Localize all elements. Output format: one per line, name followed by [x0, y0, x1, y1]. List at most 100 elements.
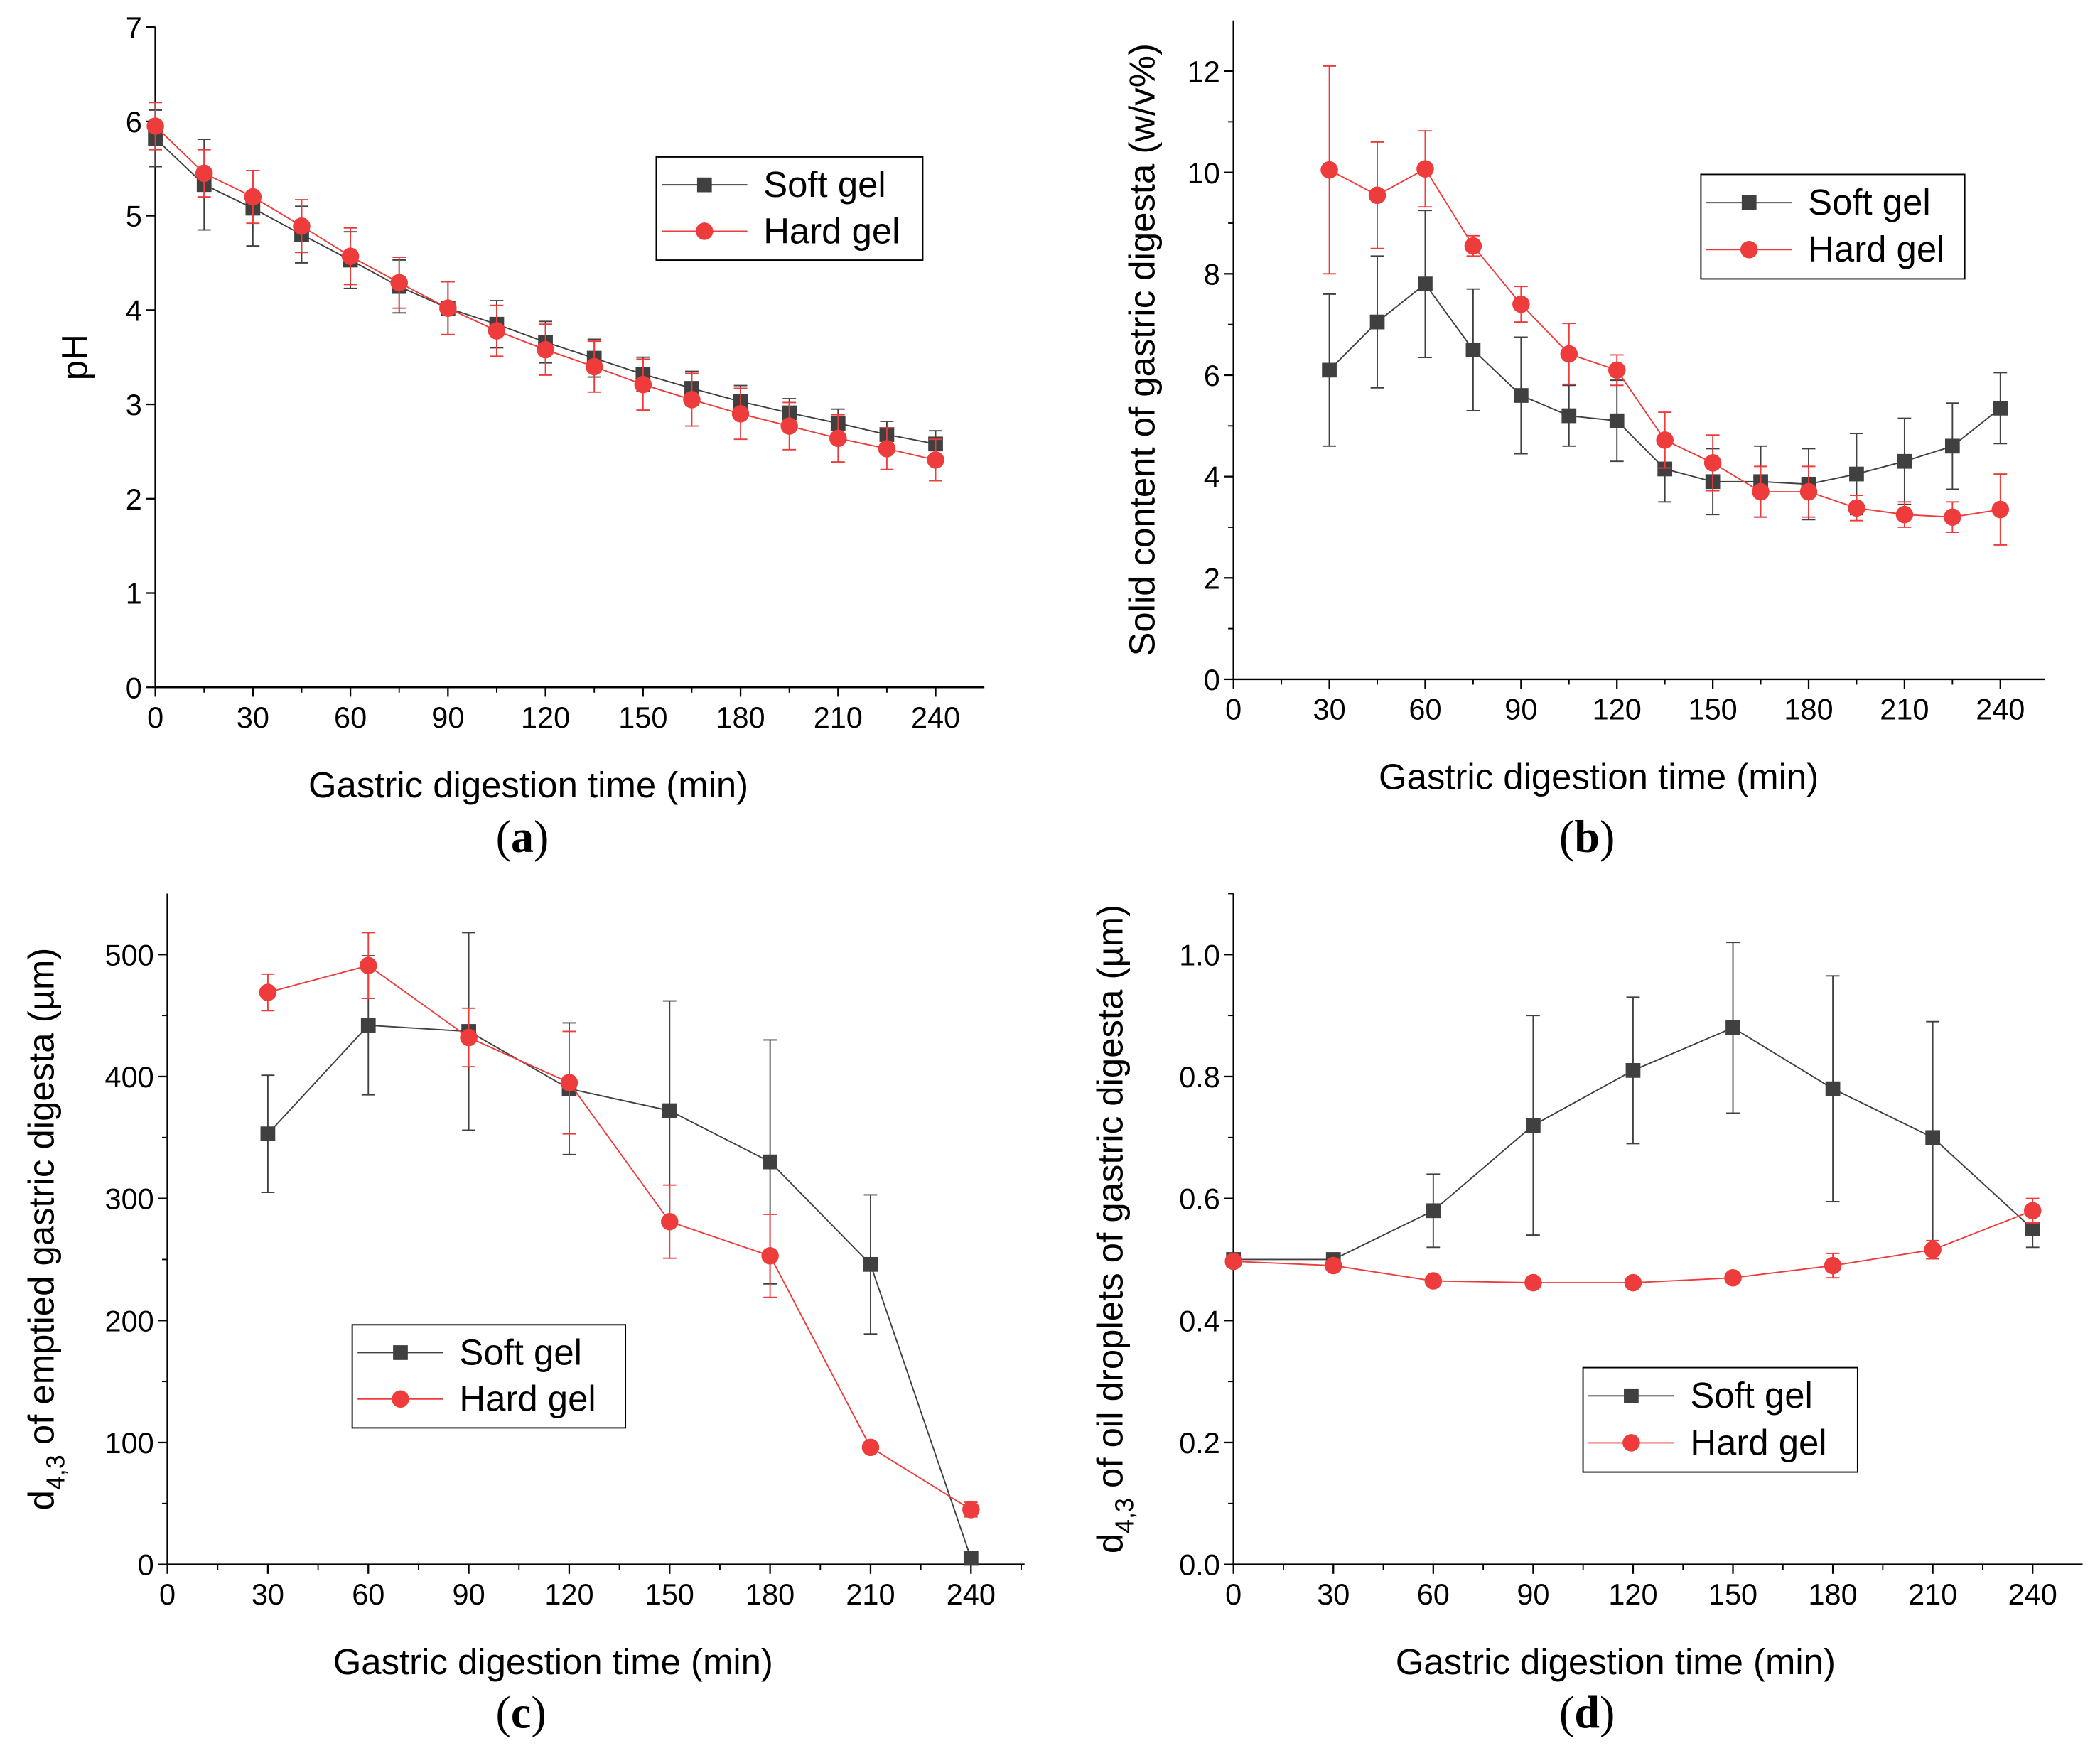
- legend-marker: [1622, 1434, 1640, 1452]
- data-point: [1724, 1268, 1742, 1287]
- x-axis-title: Gastric digestion time (min): [333, 1641, 773, 1682]
- panel-label-letter: d: [1574, 1688, 1600, 1738]
- y-tick-label: 0.2: [1179, 1426, 1220, 1460]
- data-point: [259, 983, 277, 1001]
- data-point: [1925, 1130, 1941, 1145]
- y-axis-title-rest: of emptied gastric digesta (µm): [21, 948, 61, 1455]
- panel-label-paren: (: [496, 812, 511, 862]
- y-tick-label: 0: [1204, 663, 1220, 696]
- data-point: [661, 1212, 679, 1231]
- data-point: [1464, 237, 1482, 255]
- data-point: [1895, 505, 1914, 524]
- data-point: [1656, 431, 1674, 449]
- panel-label-paren: ): [531, 1688, 546, 1738]
- x-tick-label: 120: [1593, 692, 1642, 726]
- panel-label-letter: b: [1574, 812, 1600, 862]
- x-axis-title: Gastric digestion time (min): [1379, 756, 1819, 797]
- panel-label-paren: ): [1600, 1688, 1615, 1738]
- series-hard-gel: [259, 932, 980, 1519]
- y-axis-title-main: Solid content of gastric digesta (w/v%): [1121, 43, 1162, 656]
- panel-label: (a): [496, 812, 549, 862]
- series-soft-gel: [1226, 942, 2040, 1267]
- x-tick-label: 30: [252, 1578, 284, 1611]
- chart-panel-c: 0 30 60 90 120 150 180 210 240 0 100 200 300 400 500 Ga…: [21, 893, 1025, 1738]
- data-point: [1825, 1081, 1841, 1096]
- y-axis-title: d4,3 of emptied gastric digesta (µm): [21, 948, 70, 1511]
- legend-label: Hard gel: [459, 1379, 596, 1419]
- legend-box: [1700, 173, 1966, 280]
- series-line: [267, 1024, 972, 1559]
- data-point: [731, 405, 750, 423]
- data-point: [1848, 499, 1865, 517]
- legend-marker: [1740, 241, 1758, 259]
- y-axis-title-main: d: [1089, 1533, 1130, 1553]
- panel-label-paren: (: [1559, 812, 1574, 862]
- y-axis-title-subscript: 4,3: [41, 1455, 70, 1490]
- y-tick-label: 200: [105, 1304, 154, 1337]
- data-point: [683, 391, 701, 409]
- data-point: [390, 274, 408, 292]
- panel-label-paren: (: [496, 1688, 511, 1738]
- x-tick-label: 150: [1708, 1578, 1757, 1611]
- data-point: [863, 1256, 878, 1272]
- y-tick-label: 3: [126, 388, 142, 421]
- panel-label-paren: ): [1600, 812, 1615, 862]
- y-tick-label: 400: [105, 1060, 154, 1094]
- data-point: [1799, 482, 1818, 501]
- data-point: [763, 1154, 777, 1170]
- data-point: [1369, 314, 1385, 330]
- x-tick-label: 30: [1313, 692, 1346, 726]
- data-point: [1657, 461, 1673, 477]
- data-point: [662, 1103, 677, 1118]
- legend-marker: [1624, 1388, 1639, 1403]
- legend-marker: [1741, 195, 1757, 210]
- legend-label: Hard gel: [1690, 1422, 1826, 1462]
- data-point: [780, 417, 798, 435]
- data-point: [829, 429, 847, 448]
- data-point: [634, 375, 652, 394]
- y-tick-label: 0.8: [1179, 1060, 1220, 1094]
- series-soft-gel: [1322, 210, 2008, 521]
- y-axis-title-rest: of oil droplets of gastric digesta (µm): [1089, 905, 1130, 1498]
- y-tick-label: 4: [1204, 460, 1220, 494]
- panel-label: (d): [1559, 1688, 1615, 1738]
- x-tick-label: 210: [1908, 1578, 1957, 1611]
- data-point: [1897, 453, 1912, 469]
- data-point: [1991, 500, 2010, 519]
- y-tick-label: 0.6: [1179, 1182, 1220, 1216]
- data-point: [1561, 408, 1577, 424]
- y-tick-label: 12: [1188, 55, 1220, 88]
- x-tick-label: 180: [1784, 692, 1833, 726]
- x-tick-label: 30: [237, 701, 269, 734]
- legend-label: Soft gel: [1690, 1375, 1813, 1416]
- y-tick-label: 100: [105, 1426, 154, 1460]
- panel-label: (b): [1559, 812, 1615, 862]
- y-tick-label: 0.4: [1179, 1304, 1220, 1337]
- data-point: [1416, 160, 1434, 178]
- legend: Soft gel Hard gel: [1582, 1366, 1858, 1473]
- data-point: [1368, 186, 1386, 205]
- y-axis-title-main: pH: [54, 334, 95, 380]
- x-tick-label: 0: [1225, 692, 1242, 726]
- data-point: [1224, 1252, 1242, 1271]
- legend-label: Soft gel: [1808, 182, 1931, 222]
- data-point: [1609, 413, 1625, 428]
- x-tick-label: 210: [814, 701, 863, 734]
- data-point: [195, 164, 213, 183]
- legend-label: Hard gel: [1808, 229, 1944, 269]
- x-tick-label: 90: [1517, 1578, 1549, 1611]
- legend-label: Soft gel: [459, 1332, 582, 1372]
- y-axis-title-main: d: [21, 1490, 61, 1510]
- series-line: [1233, 1209, 2033, 1284]
- data-point: [1624, 1273, 1642, 1292]
- data-point: [1322, 362, 1337, 378]
- data-point: [927, 451, 944, 469]
- chart-panel-b: 0 30 60 90 120 150 180 210 240 0 2 4 6 8 10 12 Gastric d…: [1121, 20, 2045, 862]
- data-point: [1849, 466, 1864, 482]
- series-hard-gel: [1224, 1197, 2042, 1292]
- data-point: [1944, 508, 1961, 526]
- x-tick-label: 150: [645, 1578, 694, 1611]
- legend-label: Hard gel: [763, 210, 900, 251]
- data-point: [1752, 482, 1770, 501]
